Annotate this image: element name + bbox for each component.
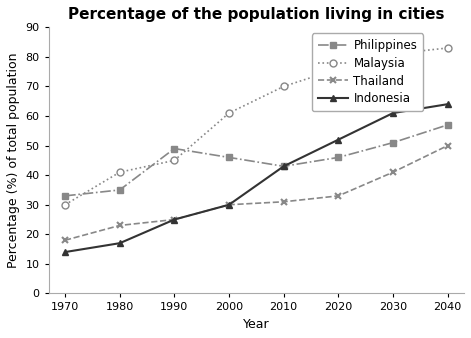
Indonesia [335,138,341,142]
Title: Percentage of the population living in cities: Percentage of the population living in c… [68,7,445,22]
Thailand [171,217,177,221]
Indonesia [117,241,122,245]
Indonesia [281,164,286,168]
Line: Indonesia: Indonesia [62,101,451,256]
Malaysia [390,52,396,56]
Line: Malaysia: Malaysia [62,45,451,208]
Indonesia [390,111,396,115]
Line: Thailand: Thailand [62,142,451,244]
Philippines [171,146,177,150]
Malaysia [117,170,122,174]
Thailand [226,203,232,207]
Thailand [445,144,450,148]
Malaysia [171,158,177,162]
Malaysia [226,111,232,115]
Philippines [226,155,232,160]
Thailand [62,238,68,242]
Indonesia [62,250,68,254]
Philippines [335,155,341,160]
Thailand [117,223,122,227]
Y-axis label: Percentage (%) of total population: Percentage (%) of total population [7,53,20,268]
Thailand [390,170,396,174]
Philippines [117,188,122,192]
Indonesia [445,102,450,106]
Malaysia [335,67,341,71]
Philippines [62,194,68,198]
Malaysia [445,46,450,50]
Philippines [281,164,286,168]
Indonesia [171,217,177,221]
Malaysia [281,84,286,89]
Thailand [335,194,341,198]
Legend: Philippines, Malaysia, Thailand, Indonesia: Philippines, Malaysia, Thailand, Indones… [312,33,423,111]
X-axis label: Year: Year [243,318,270,331]
Line: Philippines: Philippines [62,122,451,199]
Indonesia [226,203,232,207]
Philippines [390,141,396,145]
Philippines [445,123,450,127]
Thailand [281,200,286,204]
Malaysia [62,203,68,207]
